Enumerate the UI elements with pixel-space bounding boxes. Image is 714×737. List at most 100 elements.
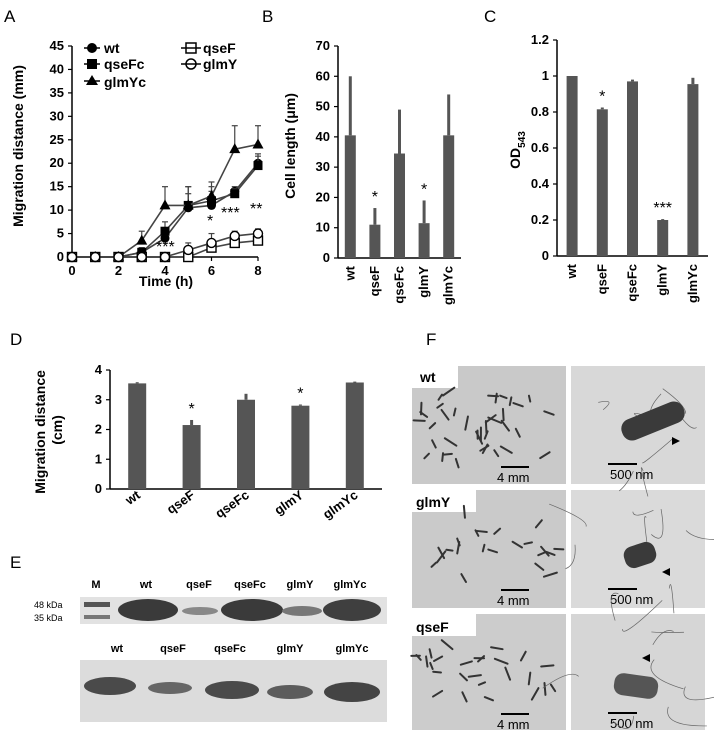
bar-qseFc — [237, 399, 255, 489]
bacterium-cell — [456, 540, 461, 555]
gel-bottom-lane-label: glmYc — [335, 643, 368, 655]
point-glmYc — [252, 138, 264, 149]
bacterium-cell — [512, 402, 524, 408]
panel-b-ytick-label: 20 — [316, 189, 330, 204]
gel-top-band-qsefc — [221, 599, 283, 621]
bacterium-cell — [504, 666, 512, 681]
flagellum — [565, 544, 576, 570]
gel-top-band-qsef — [182, 607, 218, 615]
point-glmY — [113, 251, 124, 263]
panel-a-ytick-label: 0 — [57, 249, 64, 264]
significance-mark: * — [188, 401, 194, 418]
bar-glmYc — [345, 382, 364, 489]
bacterium-cell — [487, 548, 499, 554]
significance-mark: * — [297, 386, 303, 403]
bacterium-cell — [514, 427, 521, 438]
panel-a-ytick-label: 25 — [50, 132, 64, 147]
flagellum — [622, 600, 663, 632]
bacterium-cell — [487, 394, 500, 398]
micrograph-label-glmy: glmY — [416, 494, 451, 510]
point-wt — [160, 233, 170, 243]
bacterium-cell — [429, 661, 434, 671]
panel-c-ylabel-sub: 543 — [517, 131, 528, 148]
panel-a-xtick-label: 4 — [161, 263, 169, 278]
bacterium-cell — [430, 561, 438, 568]
bacterium-cell — [481, 443, 489, 455]
panel-label-a: A — [4, 7, 16, 26]
gel-top-lane-label: glmYc — [333, 579, 366, 591]
flagellum — [644, 516, 648, 543]
bar-qseF — [596, 109, 608, 256]
significance-mark: * — [599, 89, 605, 106]
bar-glmY — [418, 223, 430, 258]
bacterium-cell — [493, 657, 509, 665]
bacterium-cell — [527, 671, 532, 686]
bacterium-cell — [436, 402, 444, 409]
point-glmYc — [229, 143, 241, 154]
tem-cell-wt — [621, 401, 685, 441]
bar-glmY — [291, 405, 310, 489]
panel-a-xtick-label: 0 — [68, 263, 75, 278]
panel-d-ytick-label: 1 — [95, 451, 102, 466]
panel-a-ylabel: Migration distance (mm) — [10, 65, 26, 227]
legend-label-qsef: qseF — [203, 40, 236, 56]
gel-bottom-lane-label: glmY — [277, 643, 305, 655]
bacterium-cell — [454, 457, 460, 469]
bacterium-cell — [433, 655, 444, 662]
gel-marker-band — [84, 602, 110, 607]
bacterium-cell — [443, 437, 458, 447]
bacterium-cell — [493, 527, 502, 535]
bacterium-cell — [530, 687, 540, 701]
tem-cell-glmy — [623, 541, 657, 569]
label-box — [412, 614, 476, 636]
point-qseFc — [253, 161, 263, 171]
panel-a-xtick-label: 2 — [115, 263, 122, 278]
legend-label-glmy: glmY — [203, 56, 238, 72]
panel-label-d: D — [10, 330, 22, 349]
category-label: glmYc — [685, 264, 700, 303]
point-glmY — [90, 251, 101, 263]
bacterium-cell — [452, 407, 457, 417]
panel-b-ytick-label: 0 — [323, 250, 330, 265]
bar-glmYc — [443, 135, 455, 258]
panel-b-ytick-label: 70 — [316, 38, 330, 53]
bacterium-cell — [437, 393, 443, 401]
legend-label-glmyc: glmYc — [104, 74, 146, 90]
bacterium-cell — [459, 660, 473, 666]
arrow-icon — [672, 437, 680, 445]
flagellum — [549, 503, 587, 527]
bacterium-cell — [523, 541, 533, 545]
panel-label-f: F — [426, 330, 436, 349]
gel-bottom-band-qsef — [148, 682, 192, 694]
bacterium-cell — [490, 646, 504, 651]
bacterium-cell — [499, 445, 513, 454]
bacterium-cell — [461, 691, 468, 703]
panel-b-ytick-label: 30 — [316, 159, 330, 174]
flagellum — [611, 715, 635, 729]
bacterium-cell — [481, 543, 486, 553]
panel-e-gels: M wt qseF qseFc glmY glmYc 48 kDa 35 kDa… — [34, 579, 387, 722]
panel-a-xlabel: Time (h) — [139, 273, 193, 289]
category-label: glmYc — [320, 487, 361, 522]
panel-f-micrographs: wt 4 mm 500 nm glmY 4 mm 500 nm qseF 4 m… — [410, 366, 714, 732]
scale-label: 4 mm — [497, 593, 530, 608]
point-glmY — [229, 230, 240, 242]
panel-c-ytick-label: 1.2 — [531, 32, 549, 47]
tem-qsef — [571, 614, 705, 730]
bacterium-cell — [437, 546, 446, 560]
bacterium-cell — [537, 551, 546, 557]
panel-a-ytick-label: 40 — [50, 61, 64, 76]
gel-bottom-band-glmy — [267, 685, 313, 699]
gel-bottom-lane-label: wt — [110, 643, 124, 655]
category-label: glmY — [271, 487, 306, 518]
bacterium-cell — [511, 540, 524, 549]
bacterium-cell — [534, 562, 545, 571]
gel-top-lane-label: wt — [139, 579, 153, 591]
bacterium-cell — [519, 650, 527, 662]
point-glmY — [136, 251, 147, 263]
gel-top-band-glmy — [282, 606, 322, 616]
legend-marker-glmyc — [86, 75, 98, 85]
bacterium-cell — [459, 672, 468, 682]
point-glmY — [183, 244, 194, 256]
